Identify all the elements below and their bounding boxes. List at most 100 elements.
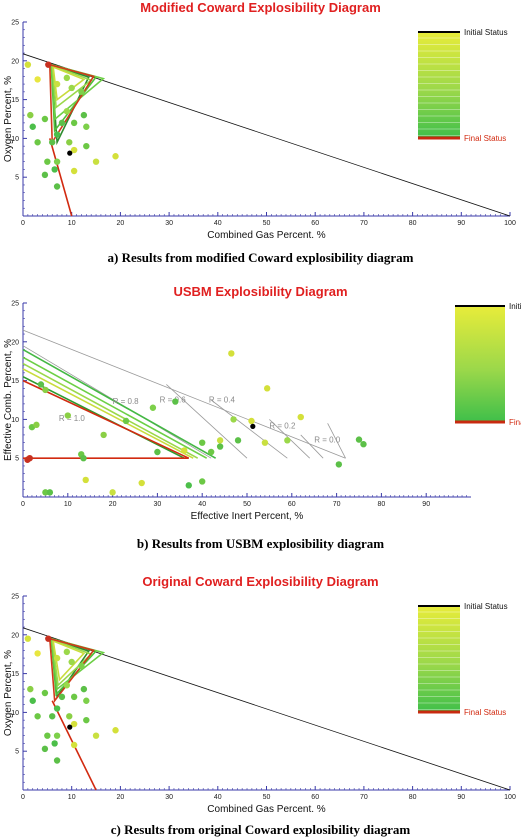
x-tick-label: 70 <box>360 794 368 801</box>
y-tick-label: 5 <box>15 749 19 756</box>
data-point <box>34 139 41 146</box>
data-point <box>29 697 36 704</box>
legend-initial-label: Initial Status <box>464 602 508 611</box>
data-point <box>92 732 100 739</box>
x-axis-label: Combined Gas Percent. % <box>207 230 325 241</box>
data-point <box>112 727 119 734</box>
y-tick-label: 25 <box>11 20 19 27</box>
data-point <box>82 476 89 484</box>
y-axis-label: Oxygen Percent, % <box>3 650 14 736</box>
x-tick-label: 0 <box>21 501 25 508</box>
legend-final-label: Final Status <box>464 134 506 143</box>
data-point <box>46 489 54 496</box>
r-value-label: R = 0.4 <box>209 395 236 404</box>
data-point <box>122 417 130 425</box>
data-point <box>360 441 367 448</box>
data-point <box>70 741 78 749</box>
x-tick-label: 40 <box>198 501 206 508</box>
data-point <box>34 713 41 720</box>
data-point <box>297 413 304 421</box>
explosive-triangle <box>48 63 95 145</box>
explosive-zone-line <box>22 376 185 459</box>
data-point <box>37 381 45 388</box>
data-point <box>33 421 40 429</box>
data-point <box>68 84 75 92</box>
data-point <box>172 398 179 405</box>
y-tick-label: 20 <box>11 632 19 639</box>
x-tick-label: 0 <box>21 220 25 227</box>
data-point <box>83 142 90 150</box>
data-point <box>34 650 41 657</box>
data-point <box>70 693 78 701</box>
x-tick-label: 90 <box>457 794 465 801</box>
data-point <box>53 705 61 712</box>
legend-color-bar <box>418 606 460 712</box>
data-point <box>63 108 71 115</box>
data-point <box>92 158 100 165</box>
data-point <box>53 158 61 165</box>
legend-initial-label: Initial Status <box>464 28 508 37</box>
data-point <box>261 439 269 446</box>
chart-title-a: Modified Coward Explosibility Diagram <box>140 0 381 15</box>
data-point <box>228 350 235 357</box>
x-tick-label: 90 <box>422 501 430 508</box>
data-point <box>49 713 56 720</box>
r-boundary-line <box>327 423 346 459</box>
data-point <box>58 119 66 127</box>
x-tick-label: 70 <box>360 220 368 227</box>
x-axis-label: Combined Gas Percent. % <box>207 804 325 815</box>
data-point <box>248 417 255 425</box>
x-tick-label: 60 <box>311 220 319 227</box>
data-point <box>70 119 78 127</box>
x-tick-label: 30 <box>165 220 173 227</box>
data-point <box>70 167 78 175</box>
y-tick-label: 20 <box>11 339 19 346</box>
y-tick-label: 10 <box>11 136 19 143</box>
data-point <box>53 757 61 764</box>
data-point <box>63 648 71 656</box>
r-value-label: R = 0.8 <box>113 397 140 406</box>
caption-b: b) Results from USBM explosibility diagr… <box>136 536 385 551</box>
y-tick-label: 5 <box>15 175 19 182</box>
legend-final-label: Final Status <box>509 418 521 427</box>
chart-a: 0 10 20 30 40 50 60 70 80 90 100 5 10 15 20 25 Combined … <box>3 20 516 242</box>
r-value-label: R = 1.0 <box>59 414 86 423</box>
r-boundary-line <box>22 329 346 459</box>
chart-c: 0 10 20 30 40 50 60 70 80 90 100 5 10 15 20 25 Combined … <box>3 594 516 816</box>
y-tick-label: 25 <box>11 594 19 601</box>
data-point <box>112 153 119 160</box>
r-value-label: R = 0.0 <box>314 436 341 445</box>
data-point <box>181 447 188 454</box>
data-point <box>199 478 206 485</box>
data-point <box>67 150 73 156</box>
data-point <box>42 489 49 496</box>
x-tick-label: 10 <box>64 501 72 508</box>
explosive-zone-line <box>22 368 194 459</box>
data-point <box>51 166 58 173</box>
y-tick-label: 10 <box>11 710 19 717</box>
explosive-zone-line <box>22 356 208 459</box>
data-point <box>53 654 61 662</box>
y-axis-label: Oxygen Percent, % <box>3 76 14 162</box>
y-tick-label: 10 <box>11 417 19 424</box>
x-tick-label: 20 <box>109 501 117 508</box>
legend-final-label: Final Status <box>464 708 506 717</box>
data-point <box>70 720 78 728</box>
data-point <box>44 732 51 739</box>
x-tick-label: 20 <box>117 794 125 801</box>
chart-b: 0 10 20 30 40 50 60 70 80 90 5 10 15 20 25 Effective In… <box>3 301 521 523</box>
legend-initial-label: Initial Status <box>509 302 521 311</box>
data-point <box>263 385 271 392</box>
data-point <box>41 171 49 179</box>
x-tick-label: 60 <box>288 501 296 508</box>
explosive-zone-line <box>22 348 217 459</box>
data-point <box>66 713 73 720</box>
data-point <box>78 88 85 96</box>
data-point <box>45 61 52 68</box>
data-point <box>83 716 90 724</box>
data-point <box>27 685 34 693</box>
data-point <box>109 489 116 496</box>
data-point <box>199 439 206 446</box>
y-axis-label: Effective Comb. Percent, % <box>3 339 14 461</box>
data-point <box>68 658 75 666</box>
